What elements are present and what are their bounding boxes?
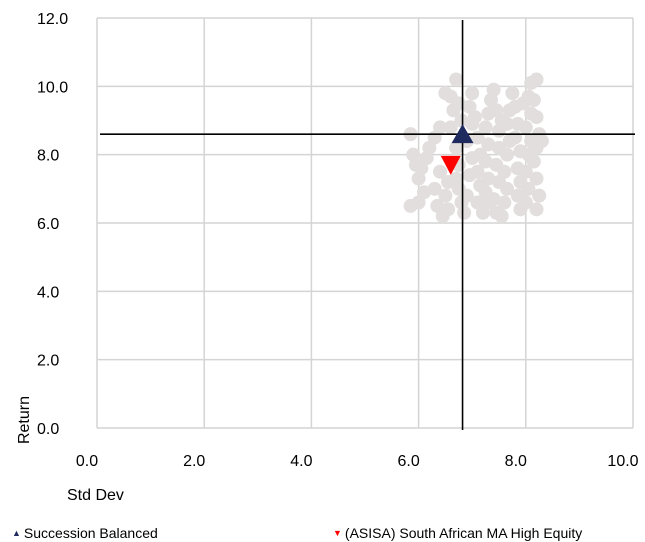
peer-point (416, 185, 431, 200)
x-tick-labels: 0.0 2.0 4.0 6.0 8.0 10.0 (76, 453, 639, 470)
peer-point (443, 120, 458, 135)
peer-point (438, 86, 453, 101)
peer-point (478, 154, 493, 169)
x-tick-label: 6.0 (397, 453, 419, 470)
peer-point (529, 171, 544, 186)
triangle-down-icon: ▼ (333, 528, 342, 538)
peer-point (454, 113, 469, 128)
peer-point (529, 110, 544, 125)
peer-point (529, 72, 544, 87)
crosshair (100, 20, 635, 430)
peer-point (500, 147, 515, 162)
peer-point (475, 205, 490, 220)
peer-point (481, 195, 496, 210)
series-marker-1 (451, 124, 474, 144)
peer-point (518, 195, 533, 210)
legend-item-succession-balanced: ▲ Succession Balanced (12, 525, 158, 541)
peer-point (481, 137, 496, 152)
y-tick-label: 4.0 (37, 284, 59, 301)
peer-point (422, 140, 437, 155)
peer-point (500, 181, 515, 196)
grid-lines (96, 17, 634, 429)
peer-point (411, 195, 426, 210)
peer-point (467, 110, 482, 125)
peer-point (489, 103, 504, 118)
x-tick-label: 8.0 (505, 453, 527, 470)
peer-point (497, 195, 512, 210)
peer-point (534, 134, 549, 148)
peer-point (470, 195, 485, 210)
peer-point (427, 181, 442, 196)
peer-point (518, 120, 533, 135)
peer-point (505, 86, 520, 101)
y-tick-labels: 0.0 2.0 4.0 6.0 8.0 10.0 12.0 (37, 11, 68, 438)
triangle-up-icon: ▲ (12, 528, 21, 538)
x-tick-label: 4.0 (290, 453, 312, 470)
x-tick-label: 0.0 (76, 453, 98, 470)
y-tick-label: 0.0 (37, 421, 59, 438)
x-tick-label: 2.0 (183, 453, 205, 470)
x-axis-title: Std Dev (67, 487, 124, 504)
peer-point (494, 209, 509, 224)
y-tick-label: 2.0 (37, 353, 59, 370)
legend-item-asisa-high-equity: ▼ (ASISA) South African MA High Equity (333, 525, 582, 541)
fund-markers (440, 124, 474, 175)
peer-point (457, 205, 472, 220)
peer-point (497, 164, 512, 179)
peer-point (438, 188, 453, 203)
peer-point (481, 171, 496, 186)
legend-label: Succession Balanced (23, 525, 158, 541)
peer-point (465, 86, 480, 101)
peer-point (526, 93, 541, 107)
y-axis-title: Return (16, 396, 33, 444)
legend-label: (ASISA) South African MA High Equity (344, 525, 583, 541)
peer-point (441, 202, 456, 217)
peer-point (462, 99, 477, 114)
peer-point (470, 164, 485, 179)
peer-points (403, 72, 549, 224)
y-tick-label: 12.0 (37, 11, 68, 28)
peer-point (518, 164, 533, 179)
peer-point (411, 171, 426, 186)
peer-point (516, 96, 531, 111)
peer-point (526, 154, 541, 169)
y-tick-label: 10.0 (37, 79, 68, 96)
y-tick-label: 8.0 (37, 148, 59, 165)
peer-point (494, 113, 509, 128)
peer-point (508, 130, 523, 145)
y-tick-label: 6.0 (37, 216, 59, 233)
peer-point (433, 164, 448, 179)
peer-point (532, 188, 547, 203)
peer-point (430, 198, 445, 213)
x-tick-label: 10.0 (607, 453, 638, 470)
peer-point (521, 181, 536, 196)
peer-point (449, 140, 464, 155)
series-marker-2 (440, 155, 461, 175)
peer-point (478, 120, 493, 135)
peer-point (449, 72, 464, 87)
peer-point (433, 120, 448, 135)
peer-point (486, 82, 501, 97)
peer-point (529, 202, 544, 217)
